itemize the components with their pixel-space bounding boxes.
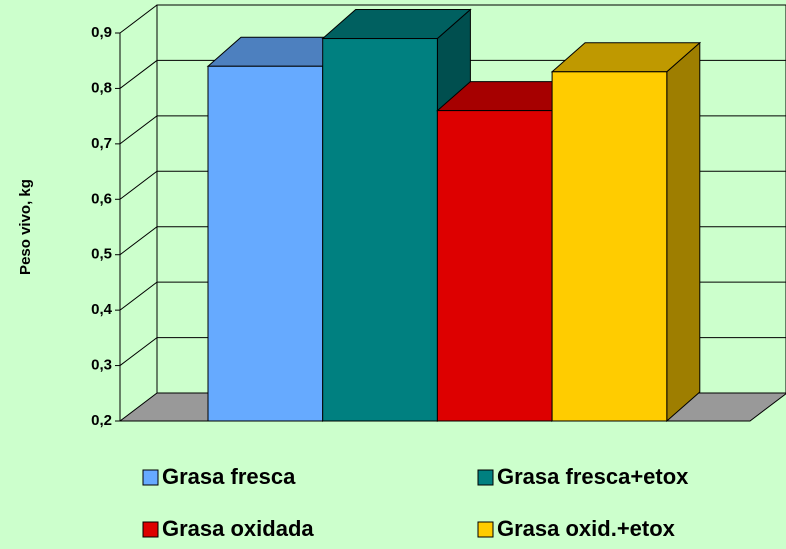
bar-side (666, 41, 701, 423)
bar (436, 110, 553, 422)
bar (551, 71, 668, 422)
y-tick-label: 0,4 (91, 301, 113, 318)
bar (207, 65, 324, 422)
y-axis-label: Peso vivo, kg (17, 179, 34, 275)
y-tick-label: 0,2 (91, 412, 112, 429)
y-tick-label: 0,8 (91, 79, 112, 96)
y-tick-label: 0,3 (91, 357, 112, 374)
legend-label: Grasa oxidada (162, 516, 314, 541)
legend-swatch (477, 521, 494, 538)
legend-swatch (142, 469, 159, 486)
bar (322, 38, 438, 422)
legend-label: Grasa fresca (162, 464, 296, 489)
y-tick-label: 0,7 (91, 135, 112, 152)
y-tick-label: 0,6 (91, 190, 112, 207)
y-tick-label: 0,5 (91, 246, 112, 263)
legend-label: Grasa oxid.+etox (497, 516, 676, 541)
legend-swatch (142, 521, 159, 538)
y-tick-label: 0,9 (91, 24, 112, 41)
legend-label: Grasa fresca+etox (497, 464, 689, 489)
legend-swatch (477, 469, 494, 486)
